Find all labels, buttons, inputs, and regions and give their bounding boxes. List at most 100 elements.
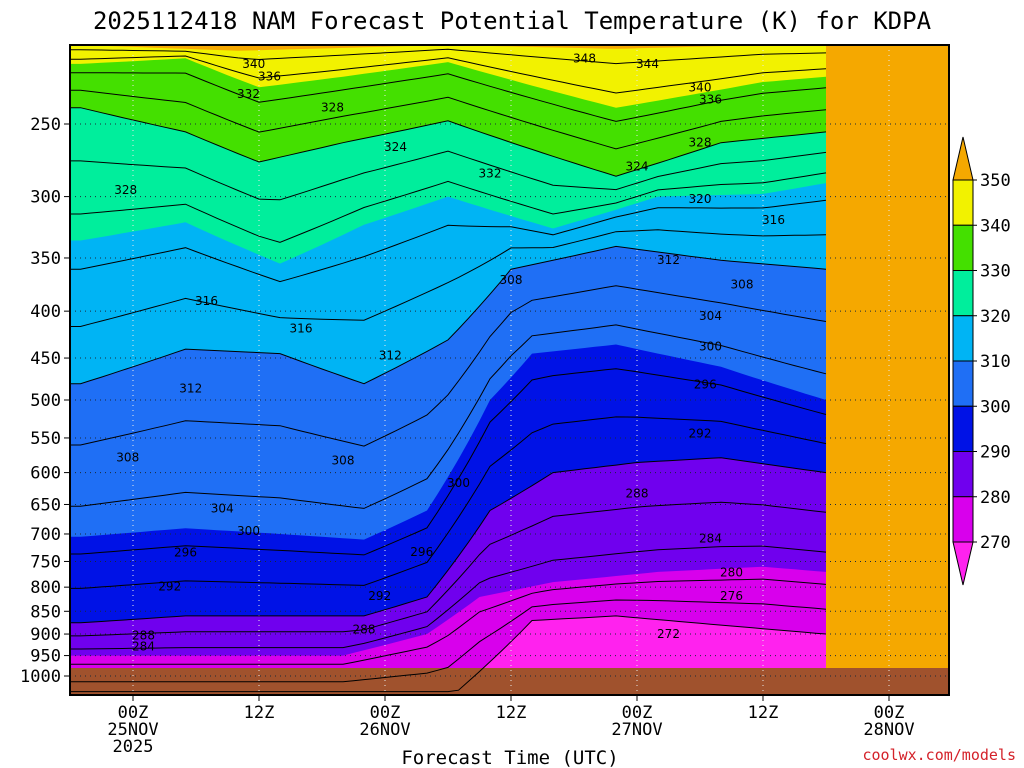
colorbar-label-310: 310	[980, 352, 1011, 372]
colorbar-bottom-arrow	[952, 541, 974, 586]
contour-label-320: 320	[689, 192, 712, 206]
contour-label-304: 304	[211, 502, 234, 516]
contour-334	[70, 89, 827, 150]
contour-lines	[70, 48, 827, 693]
contour-label-328: 328	[114, 183, 137, 197]
colorbar-label-300: 300	[980, 397, 1011, 417]
x-tick-label: 12Z	[748, 703, 779, 723]
contour-label-328: 328	[689, 136, 712, 150]
colorbar-swatch-320	[952, 315, 974, 362]
x-axis-label: Forecast Time (UTC)	[401, 747, 618, 768]
contour-label-336: 336	[699, 92, 722, 106]
x-tick-label: 2025	[113, 737, 154, 757]
contour-314	[70, 229, 827, 327]
contour-270	[70, 615, 827, 693]
contour-306	[70, 285, 827, 447]
contour-label-316: 316	[762, 213, 785, 227]
y-tick-label: 900	[30, 625, 61, 645]
contour-label-284: 284	[699, 532, 722, 546]
y-tick-label: 350	[30, 249, 61, 269]
contour-326	[70, 150, 827, 201]
contour-label-308: 308	[116, 451, 139, 465]
contour-label-324: 324	[626, 159, 649, 173]
colorbar-label-330: 330	[980, 262, 1011, 282]
contour-label-340: 340	[689, 80, 712, 94]
contour-label-296: 296	[694, 378, 717, 392]
contour-label-292: 292	[368, 589, 391, 603]
y-tick-label: 300	[30, 188, 61, 208]
y-tick-label: 950	[30, 647, 61, 667]
contour-label-288: 288	[132, 628, 155, 642]
y-tick-label: 550	[30, 429, 61, 449]
x-tick-label: 28NOV	[863, 720, 914, 740]
contour-label-304: 304	[699, 309, 722, 323]
x-tick-label: 27NOV	[611, 720, 662, 740]
colorbar-swatch-340	[952, 224, 974, 271]
contour-label-280: 280	[720, 565, 743, 579]
contour-346	[70, 48, 827, 65]
contour-330	[70, 107, 827, 177]
contour-label-332: 332	[479, 166, 502, 180]
contour-274	[70, 599, 827, 683]
contour-label-308: 308	[500, 273, 523, 287]
x-tick-label: 12Z	[244, 703, 275, 723]
contour-label-312: 312	[179, 382, 202, 396]
contour-310	[70, 245, 827, 385]
contour-label-324: 324	[384, 140, 407, 154]
credit-text[interactable]: coolwx.com/models	[862, 746, 1016, 764]
contour-label-296: 296	[174, 545, 197, 559]
x-tick-label: 25NOV	[107, 720, 158, 740]
contour-290	[70, 457, 827, 624]
x-tick-label: 12Z	[496, 703, 527, 723]
x-tick-label: 26NOV	[359, 720, 410, 740]
contour-label-288: 288	[353, 623, 376, 637]
colorbar-label-350: 350	[980, 171, 1011, 191]
chart-title: 2025112418 NAM Forecast Potential Temper…	[93, 7, 932, 35]
x-tick-label: 00Z	[874, 703, 905, 723]
contour-322	[70, 172, 827, 243]
colorbar-label-320: 320	[980, 307, 1011, 327]
contour-label-288: 288	[626, 486, 649, 500]
y-tick-label: 1000	[20, 667, 61, 687]
colorbar-swatch-350	[952, 179, 974, 226]
colorbar-swatch-330	[952, 270, 974, 317]
contour-label-344: 344	[636, 57, 659, 71]
colorbar-top-arrow	[952, 136, 974, 181]
contour-label-300: 300	[447, 476, 470, 490]
y-tick-label: 700	[30, 525, 61, 545]
contour-282	[70, 545, 827, 650]
contour-label-332: 332	[237, 87, 260, 101]
colorbar-label-280: 280	[980, 488, 1011, 508]
contour-label-348: 348	[573, 51, 596, 65]
y-tick-label: 400	[30, 302, 61, 322]
contour-label-336: 336	[258, 70, 281, 84]
contour-label-312: 312	[379, 348, 402, 362]
contour-label-316: 316	[290, 322, 313, 336]
contour-label-292: 292	[689, 427, 712, 441]
contour-label-308: 308	[731, 277, 754, 291]
colorbar-swatch-280	[952, 496, 974, 543]
colorbar: 350 340 330 320 310 300 290 280 270	[952, 136, 1011, 586]
contour-278	[70, 578, 827, 665]
contour-label-300: 300	[237, 524, 260, 538]
colorbar-swatch-300	[952, 405, 974, 452]
contour-label-328: 328	[321, 101, 344, 115]
y-tick-label: 650	[30, 495, 61, 515]
contour-318	[70, 199, 827, 283]
y-tick-label: 600	[30, 464, 61, 484]
x-tick-label: 00Z	[118, 703, 149, 723]
contour-label-316: 316	[195, 294, 218, 308]
y-tick-label: 250	[30, 115, 61, 135]
contour-label-300: 300	[699, 339, 722, 353]
colorbar-label-290: 290	[980, 443, 1011, 463]
plot-frame	[69, 44, 950, 696]
grid-lines	[70, 45, 949, 695]
y-tick-label: 450	[30, 349, 61, 369]
y-tick-label: 500	[30, 391, 61, 411]
colorbar-label-270: 270	[980, 533, 1011, 553]
y-tick-label: 850	[30, 602, 61, 622]
colorbar-swatch-310	[952, 360, 974, 407]
